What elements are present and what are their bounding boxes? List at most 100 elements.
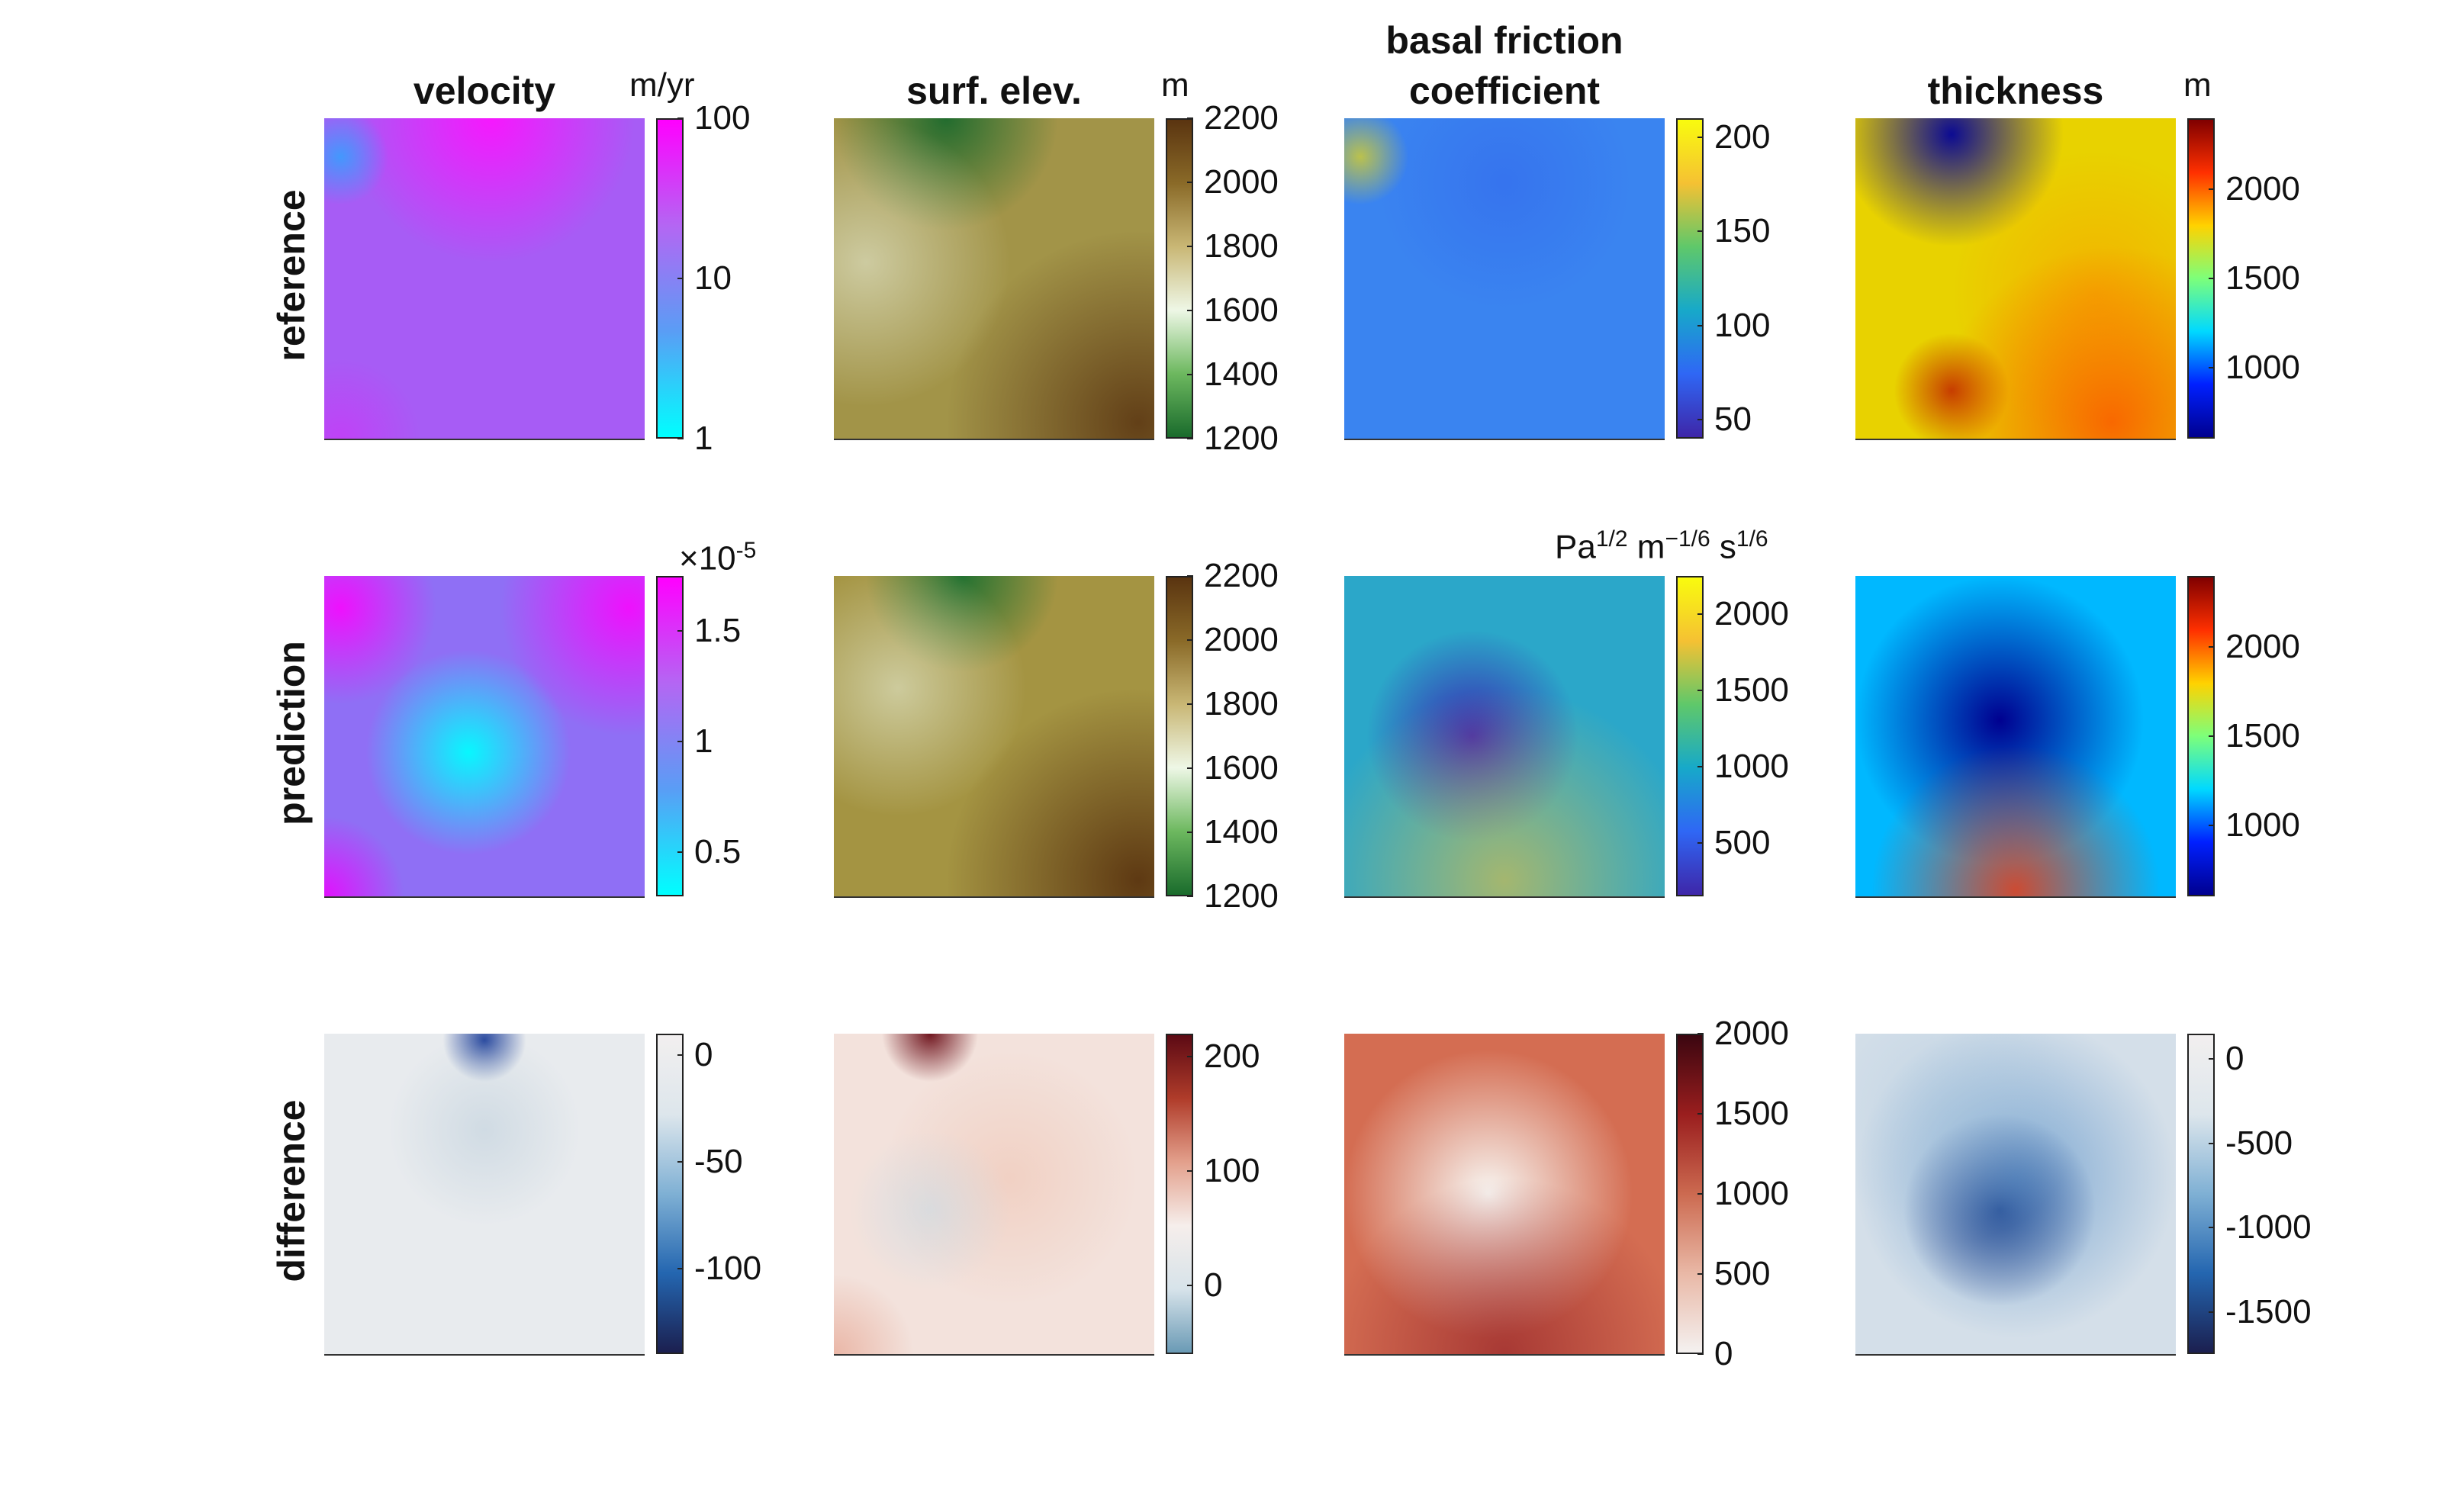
colorbar-tick-mark: [1697, 1193, 1704, 1195]
colorbar-tick-mark: [1187, 310, 1193, 311]
column-title-friction-line1: basal friction: [1385, 19, 1623, 62]
map-panel-prediction-basal-friction-coefficient: [1344, 576, 1665, 898]
map-field-layer: [834, 1034, 1154, 1354]
colorbar-tick-label: 2000: [1204, 621, 1279, 658]
map-panel-difference-velocity: [324, 1034, 645, 1356]
map-panel-difference-thickness: [1855, 1034, 2176, 1356]
colorbar-difference-velocity: [656, 1034, 684, 1354]
colorbar-tick-label: 1400: [1204, 813, 1279, 851]
colorbar-tick-mark: [677, 1268, 684, 1269]
colorbar-tick-mark: [1697, 1113, 1704, 1115]
colorbar-tick-mark: [1187, 767, 1193, 769]
colorbar-tick-mark: [677, 741, 684, 743]
colorbar-tick-label: 1500: [2225, 717, 2300, 754]
colorbar-tick-label: 500: [1714, 824, 1771, 861]
colorbar-tick-mark: [2209, 1058, 2215, 1060]
colorbar-tick-mark: [677, 630, 684, 632]
map-field-layer: [1344, 118, 1665, 439]
colorbar-tick-mark: [2209, 188, 2215, 191]
colorbar-tick-mark: [1697, 1353, 1704, 1355]
map-panel-reference-surf-elev: [834, 118, 1154, 440]
colorbar-tick-mark: [1187, 182, 1193, 183]
map-panel-prediction-surf-elev: [834, 576, 1154, 898]
colorbar-tick-label: 2000: [1204, 163, 1279, 201]
colorbar-reference-basal-friction-coefficient: [1676, 118, 1704, 439]
map-panel-difference-surf-elev: [834, 1034, 1154, 1356]
colorbar-tick-label: 1800: [1204, 227, 1279, 265]
unit-surf-elev: m: [1161, 66, 1189, 104]
colorbar-tick-label: 1200: [1204, 420, 1279, 457]
colorbar-tick-mark: [2209, 824, 2215, 826]
colorbar-tick-label: 1000: [2225, 806, 2300, 844]
colorbar-tick-label: 200: [1204, 1037, 1260, 1075]
column-title-thickness: thickness: [1927, 69, 2104, 112]
colorbar-tick-label: 100: [1714, 306, 1771, 344]
colorbar-tick-label: -100: [694, 1250, 762, 1287]
colorbar-tick-label: 0: [2225, 1040, 2244, 1078]
colorbar-tick-mark: [1697, 842, 1704, 844]
map-field-layer: [1855, 1034, 2176, 1354]
colorbar-reference-surf-elev: [1166, 118, 1193, 439]
colorbar-tick-mark: [2209, 735, 2215, 737]
colorbar-tick-mark: [1187, 832, 1193, 833]
colorbar-tick-mark: [1187, 703, 1193, 705]
map-field-layer: [1855, 576, 2176, 896]
column-title-friction-line2: coefficient: [1408, 69, 1601, 112]
unit-friction: Pa1/2 m−1/6 s1/6: [1555, 526, 1768, 566]
colorbar-prediction-basal-friction-coefficient: [1676, 576, 1704, 896]
colorbar-tick-mark: [677, 117, 684, 119]
row-title-prediction: prediction: [270, 641, 313, 825]
colorbar-tick-label: 2000: [1714, 1015, 1789, 1052]
colorbar-tick-label: -1500: [2225, 1292, 2312, 1330]
colorbar-tick-label: 0: [694, 1036, 713, 1073]
colorbar-tick-mark: [1187, 1056, 1193, 1057]
colorbar-tick-mark: [2209, 278, 2215, 279]
colorbar-tick-mark: [677, 1054, 684, 1056]
colorbar-tick-label: 1: [694, 420, 713, 457]
colorbar-tick-label: 100: [1204, 1152, 1260, 1189]
colorbar-tick-label: 0: [1714, 1335, 1733, 1372]
colorbar-tick-label: 1500: [1714, 1095, 1789, 1132]
colorbar-tick-mark: [677, 851, 684, 854]
colorbar-tick-mark: [2209, 1227, 2215, 1229]
map-field-layer: [834, 576, 1154, 896]
unit-thickness: m: [2183, 66, 2212, 104]
colorbar-tick-label: 1000: [1714, 1175, 1789, 1212]
colorbar-tick-label: -1000: [2225, 1208, 2312, 1247]
colorbar-tick-mark: [1187, 374, 1193, 375]
colorbar-tick-label: 1500: [2225, 259, 2300, 297]
colorbar-tick-label: 0: [1204, 1266, 1223, 1304]
colorbar-tick-label: -500: [2225, 1124, 2293, 1162]
colorbar-tick-mark: [677, 278, 684, 279]
unit-velocity: m/yr: [629, 66, 695, 104]
colorbar-tick-mark: [1697, 613, 1704, 615]
colorbar-tick-label: 1800: [1204, 685, 1279, 722]
colorbar-tick-mark: [1697, 230, 1704, 233]
map-field-layer: [1344, 576, 1665, 896]
map-panel-prediction-velocity: [324, 576, 645, 898]
map-field-layer: [1344, 1034, 1665, 1354]
row-title-difference: difference: [270, 1099, 313, 1282]
colorbar-tick-mark: [1697, 1273, 1704, 1275]
map-field-layer: [324, 118, 645, 439]
colorbar-tick-label: 1500: [1714, 671, 1789, 709]
colorbar-difference-thickness: [2187, 1034, 2215, 1354]
colorbar-tick-mark: [1697, 136, 1704, 138]
map-field-layer: [1855, 118, 2176, 439]
map-panel-reference-basal-friction-coefficient: [1344, 118, 1665, 440]
colorbar-tick-label: 2000: [2225, 170, 2300, 208]
colorbar-tick-label: 100: [694, 99, 751, 137]
map-panel-reference-thickness: [1855, 118, 2176, 440]
colorbar-tick-label: 150: [1714, 212, 1771, 250]
colorbar-tick-label: 1000: [1714, 748, 1789, 785]
colorbar-tick-label: -50: [694, 1143, 743, 1180]
colorbar-tick-mark: [1187, 438, 1193, 439]
colorbar-tick-label: 2200: [1204, 557, 1279, 594]
colorbar-tick-label: 1.5: [694, 612, 742, 650]
colorbar-tick-label: 10: [694, 259, 732, 297]
colorbar-tick-mark: [1187, 639, 1193, 641]
colorbar-tick-mark: [2209, 366, 2215, 368]
colorbar-tick-label: 1600: [1204, 749, 1279, 787]
map-panel-prediction-thickness: [1855, 576, 2176, 898]
